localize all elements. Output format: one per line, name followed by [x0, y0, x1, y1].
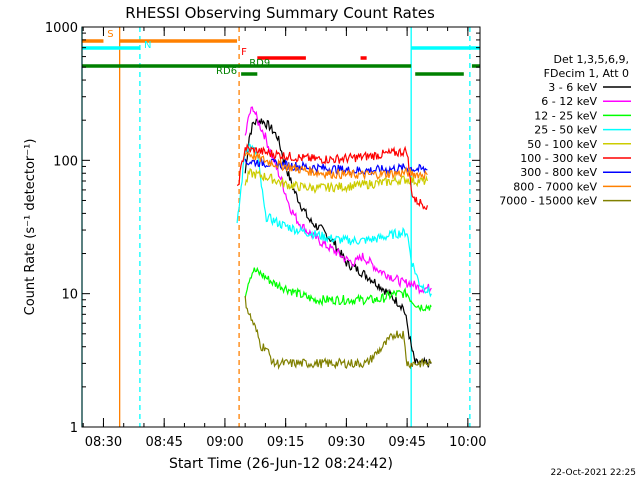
series-line-1 — [244, 106, 432, 295]
legend-entry-label: 3 - 6 keV — [548, 81, 597, 94]
legend-header-line-2: FDecim 1, Att 0 — [544, 67, 629, 80]
flag-label-rd6: RD6 — [216, 66, 237, 77]
x-tick-label: 08:30 — [85, 435, 122, 450]
series-line-8 — [244, 295, 432, 371]
flag-label-f: F — [241, 47, 247, 58]
legend: Det 1,3,5,6,9, FDecim 1, Att 0 3 - 6 keV… — [499, 53, 631, 208]
footer-timestamp: 22-Oct-2021 22:25 — [551, 468, 636, 478]
legend-entry-label: 50 - 100 keV — [527, 138, 597, 151]
y-tick-label: 1 — [70, 421, 78, 436]
series-line-7 — [244, 152, 428, 181]
series-line-5 — [236, 143, 428, 210]
series-line-3 — [236, 142, 432, 298]
legend-entry-label: 12 - 25 keV — [534, 109, 597, 122]
x-tick-label: 09:15 — [267, 435, 304, 450]
legend-header-line-1: Det 1,3,5,6,9, — [553, 53, 629, 66]
legend-entry-label: 6 - 12 keV — [541, 95, 597, 108]
x-axis: 08:30 08:45 09:00 09:15 09:30 09:45 10:00 — [82, 27, 487, 450]
x-axis-label: Start Time (26-Jun-12 08:24:42) — [169, 456, 393, 472]
y-axis: 1 10 100 1000 — [45, 21, 480, 436]
plot-frame — [81, 26, 481, 428]
x-tick-label: 09:00 — [206, 435, 243, 450]
y-axis-label: Count Rate (s⁻¹ detector⁻¹) — [23, 139, 38, 316]
x-tick-label: 08:45 — [145, 435, 182, 450]
series-line-4 — [244, 167, 428, 194]
series-lines — [236, 106, 432, 371]
flag-label-s: S — [107, 29, 113, 40]
legend-entry-label: 100 - 300 keV — [520, 152, 597, 165]
y-tick-label: 1000 — [45, 21, 78, 36]
series-line-6 — [244, 156, 428, 176]
x-tick-label: 09:45 — [388, 435, 425, 450]
flag-label-n: N — [144, 40, 151, 51]
legend-entry-label: 7000 - 15000 keV — [499, 195, 597, 208]
series-line-2 — [244, 266, 432, 313]
x-tick-label: 10:00 — [449, 435, 486, 450]
legend-entry-label: 800 - 7000 keV — [513, 180, 597, 193]
flag-label-rd9: RD9 — [249, 58, 270, 69]
legend-entry-label: 300 - 800 keV — [520, 166, 597, 179]
legend-entry-label: 25 - 50 keV — [534, 124, 597, 137]
y-tick-label: 10 — [61, 288, 78, 303]
x-tick-label: 09:30 — [328, 435, 365, 450]
y-tick-label: 100 — [53, 154, 78, 169]
chart-title: RHESSI Observing Summary Count Rates — [125, 4, 435, 22]
